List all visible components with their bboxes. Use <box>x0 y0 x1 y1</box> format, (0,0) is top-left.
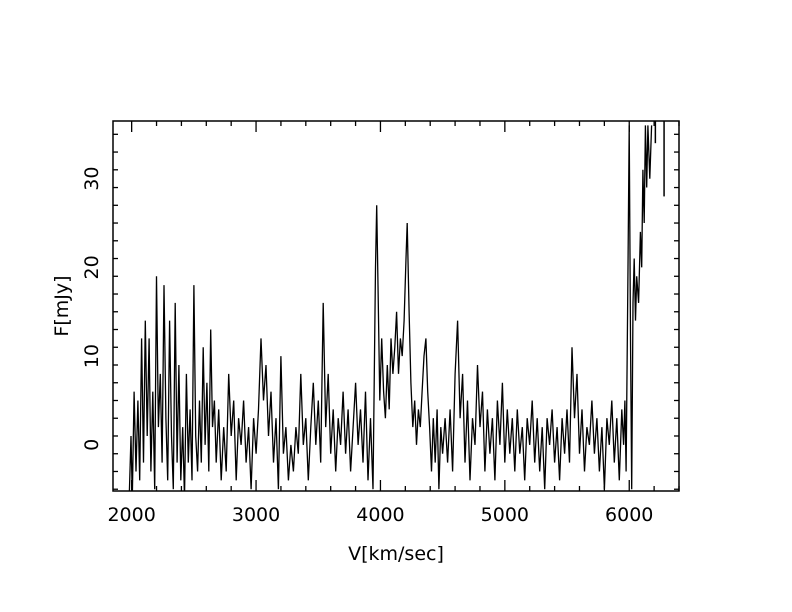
y-axis-tick-labels: 0 10 20 30 <box>81 167 103 451</box>
x-tick-label: 6000 <box>605 504 653 526</box>
x-axis-tick-labels: 2000 3000 4000 5000 6000 <box>107 504 653 526</box>
x-tick-label: 3000 <box>232 504 280 526</box>
y-axis-ticks <box>113 133 679 490</box>
x-tick-label: 4000 <box>356 504 404 526</box>
x-tick-label: 5000 <box>481 504 529 526</box>
series-group <box>128 121 665 491</box>
x-tick-label: 2000 <box>107 504 155 526</box>
x-axis-ticks <box>131 121 680 491</box>
y-axis-title: F[mJy] <box>51 275 73 336</box>
y-tick-label: 10 <box>81 344 103 368</box>
y-tick-label: 0 <box>81 439 103 451</box>
y-tick-label: 20 <box>81 255 103 279</box>
series-line-0 <box>128 125 653 491</box>
y-tick-label: 30 <box>81 167 103 191</box>
plot-frame <box>112 120 680 492</box>
x-axis-title: V[km/sec] <box>348 543 444 565</box>
